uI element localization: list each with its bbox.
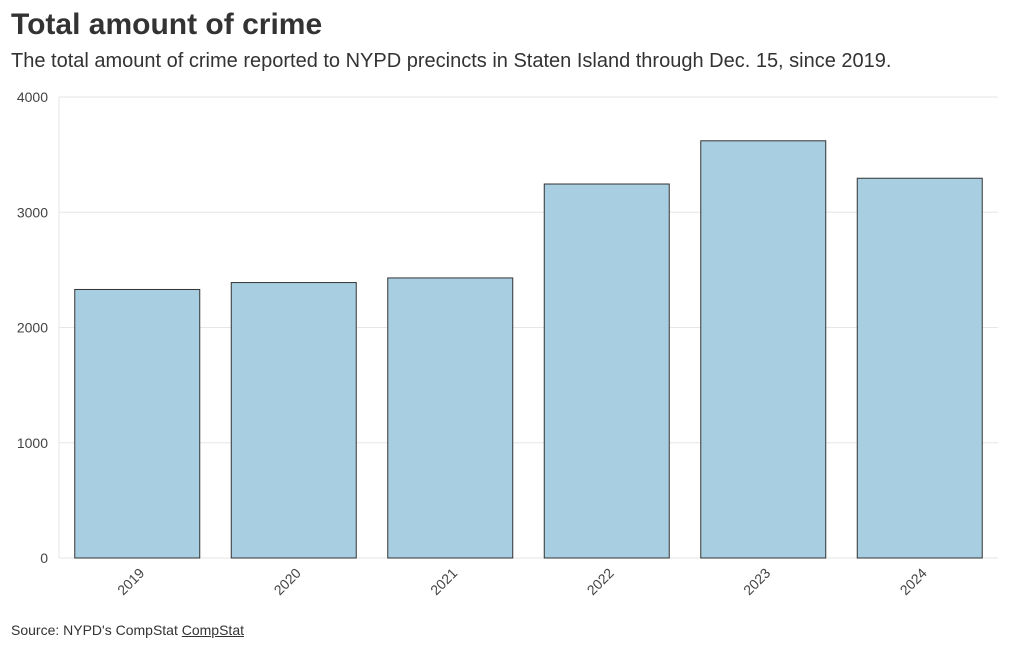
source-text: Source: NYPD's CompStat <box>11 622 178 638</box>
chart-title: Total amount of crime <box>11 8 323 41</box>
x-tick-label: 2019 <box>114 565 147 598</box>
source-link[interactable]: CompStat <box>181 622 244 638</box>
bar[interactable] <box>543 183 670 559</box>
x-tick-label: 2023 <box>740 565 773 598</box>
chart-subtitle: The total amount of crime reported to NY… <box>11 50 892 72</box>
x-tick-label: 2024 <box>897 565 930 598</box>
x-tick-label: 2021 <box>427 565 460 598</box>
y-tick-label: 4000 <box>17 89 48 105</box>
bar[interactable] <box>387 277 514 559</box>
x-tick-label: 2020 <box>271 565 304 598</box>
y-tick-label: 0 <box>40 550 48 566</box>
y-tick-label: 1000 <box>17 435 48 451</box>
y-tick-label: 3000 <box>17 204 48 220</box>
bar[interactable] <box>230 282 357 559</box>
bar[interactable] <box>74 288 201 559</box>
x-tick-label: 2022 <box>584 565 617 598</box>
source-note: Source: NYPD's CompStat CompStat <box>11 622 244 638</box>
bar[interactable] <box>700 140 827 559</box>
bar[interactable] <box>856 177 983 559</box>
y-tick-label: 2000 <box>17 320 48 336</box>
